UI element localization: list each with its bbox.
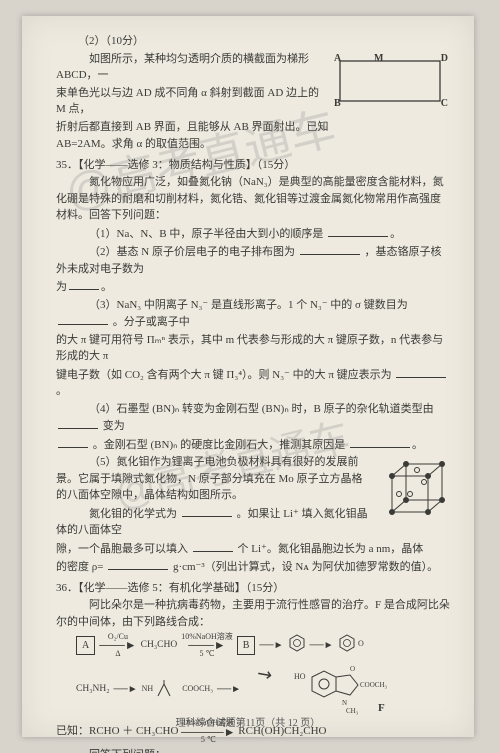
q36-heading: 36．【化学——选修 5：有机化学基础】（15分） [56,580,450,597]
label-d: D [441,51,448,66]
label-a: A [334,51,341,66]
exam-page: @高考直通车 @高考直通车 （2）（10分） A M D B C 如图所示，某种… [22,16,474,737]
q35-1-text: （1）Na、N、B 中，原子半径由大到小的顺序是 [89,228,323,240]
q35-heading: 35．【化学——选修 3：物质结构与性质】（15分） [56,157,450,174]
intermediate-3: NH COOCH₃ [142,678,213,700]
q35-2: （2）基态 N 原子价层电子的电子排布图为 ，基态铬原子核外未成对电子数为 [56,243,450,277]
arrow5: ──► [114,682,138,697]
synthesis-route: A O₂/Cu ───► Δ CH₃CHO 10%NaOH溶液 ───► 5 ℃… [76,633,450,658]
blank [193,540,233,552]
q35-5d-row: 隙，一个晶胞最多可以填入 个 Li⁺。氮化钼晶胞边长为 a nm，晶体 [56,540,450,558]
box-b: B [237,636,256,655]
q35-3b: 。分子或离子中 [113,316,190,328]
q35-5e: 个 Li⁺。氮化钼晶胞边长为 a nm，晶体 [238,543,424,555]
blank [69,278,99,290]
blank [58,417,98,429]
label-c: C [441,96,448,111]
q34-line3: 折射后都直接到 AB 界面，且能够从 AB 界面射出。已知 [56,119,450,136]
q35-4a: （4）石墨型 (BN)ₙ 转变为金刚石型 (BN)ₙ 时，B 原子的杂化轨道类型… [89,403,434,415]
figure-abcd: A M D B C [330,53,450,109]
blank [328,225,388,237]
label-m: M [374,51,383,66]
q2-points: （2）（10分） [56,33,450,50]
box-a: A [76,636,95,655]
known-under: 5 ℃ [201,736,216,744]
blank [108,558,168,570]
blank [182,505,232,517]
svg-text:HO: HO [294,672,306,681]
q35-3d-row: 键电子数（如 CO₂ 含有两个大 π 键 Π₃⁴）。则 N₃⁻ 中的大 π 键应… [56,366,450,400]
q35-4b: 变为 [103,420,125,432]
q35-3d: 键电子数（如 CO₂ 含有两个大 π 键 Π₃⁴）。则 N₃⁻ 中的大 π 键应… [56,369,392,381]
q35-3c: 的大 π 键可用符号 Πₘⁿ 表示，其中 m 代表参与形成的大 π 键原子数，n… [56,332,450,365]
q35-3: （3）NaN₃ 中阴离子 N₃⁻ 是直线形离子。1 个 N₃⁻ 中的 σ 键数目… [56,297,450,331]
svg-text:N: N [342,699,347,707]
svg-text:CH₃: CH₃ [346,707,359,715]
q35-5f: 的密度 ρ= [56,561,103,573]
blank [300,243,360,255]
blank [58,436,88,448]
arrow2: 10%NaOH溶液 ───► 5 ℃ [181,633,233,658]
intermediate-2: O [338,634,364,657]
q35-1: （1）Na、N、B 中，原子半径由大到小的顺序是 。 [56,225,450,243]
svg-text:O: O [350,665,355,673]
q34-line4: AB=2AM。求角 α 的取值范围。 [56,136,450,153]
q35-intro: 氮化物应用广泛，如叠氮化钠（NaN₃）是典型的高能量密度含能材料，氮化硼是特殊的… [56,174,450,224]
svg-text:COOCH₃: COOCH₃ [360,681,388,689]
cooc-label: COOCH₃ [182,683,213,695]
arrow4: ──► [310,638,334,653]
ch3nh2: CH₃NH₂ [76,682,110,696]
structure-f: HO O COOCH₃ N CH₃ F [292,661,412,717]
arrow1: O₂/Cu ───► Δ [99,633,136,658]
arrow1-under: Δ [115,650,120,658]
q35-5b: 氮化钼的化学式为 [89,508,177,520]
o-label: O [358,639,364,648]
q35-3a: （3）NaN₃ 中阴离子 N₃⁻ 是直线形离子。1 个 N₃⁻ 中的 σ 键数目… [89,299,408,311]
arrow2-under: 5 ℃ [199,650,214,658]
blank [396,366,446,378]
q35-2c: 为。 [56,278,450,296]
merge-arrow: ↘ [251,659,279,690]
crystal-figure [378,454,450,526]
arrow-right: ──► [217,682,241,697]
q35-2a: （2）基态 N 原子价层电子的电子排布图为 [89,246,295,258]
blank [350,436,410,448]
q35-5f-row: 的密度 ρ= g·cm⁻³（列出计算式，设 Nᴀ 为阿伏加德罗常数的值）。 [56,558,450,576]
label-b: B [334,96,341,111]
q35-5g: g·cm⁻³（列出计算式，设 Nᴀ 为阿伏加德罗常数的值）。 [173,561,438,573]
mid1: CH₃CHO [141,638,178,652]
q35-4: （4）石墨型 (BN)ₙ 转变为金刚石型 (BN)ₙ 时，B 原子的杂化轨道类型… [56,401,450,435]
svg-text:F: F [378,702,385,714]
q35-4c: 。金刚石型 (BN)ₙ 的硬度比金刚石大，推测其原因是 [93,439,346,451]
page-footer: 理科综合试题第11页（共 12 页） [22,716,474,731]
intermediate-1 [288,634,306,657]
synthesis-route-2: CH₃NH₂ ──► NH COOCH₃ ──► ↘ HO O COOCH₃ N… [76,661,450,717]
arrow3: ──► [259,638,283,653]
q35-5d: 隙，一个晶胞最多可以填入 [56,543,188,555]
q36-intro: 阿比朵尔是一种抗病毒药物，主要用于流行性感冒的治疗。F 是合成阿比朵尔的中间体，… [56,597,450,630]
blank [58,313,108,325]
q35-4c-row: 。金刚石型 (BN)ₙ 的硬度比金刚石大，推测其原因是 。 [56,436,450,454]
nh-label: NH [142,683,154,695]
answer-heading: 回答下列问题： [56,747,450,753]
